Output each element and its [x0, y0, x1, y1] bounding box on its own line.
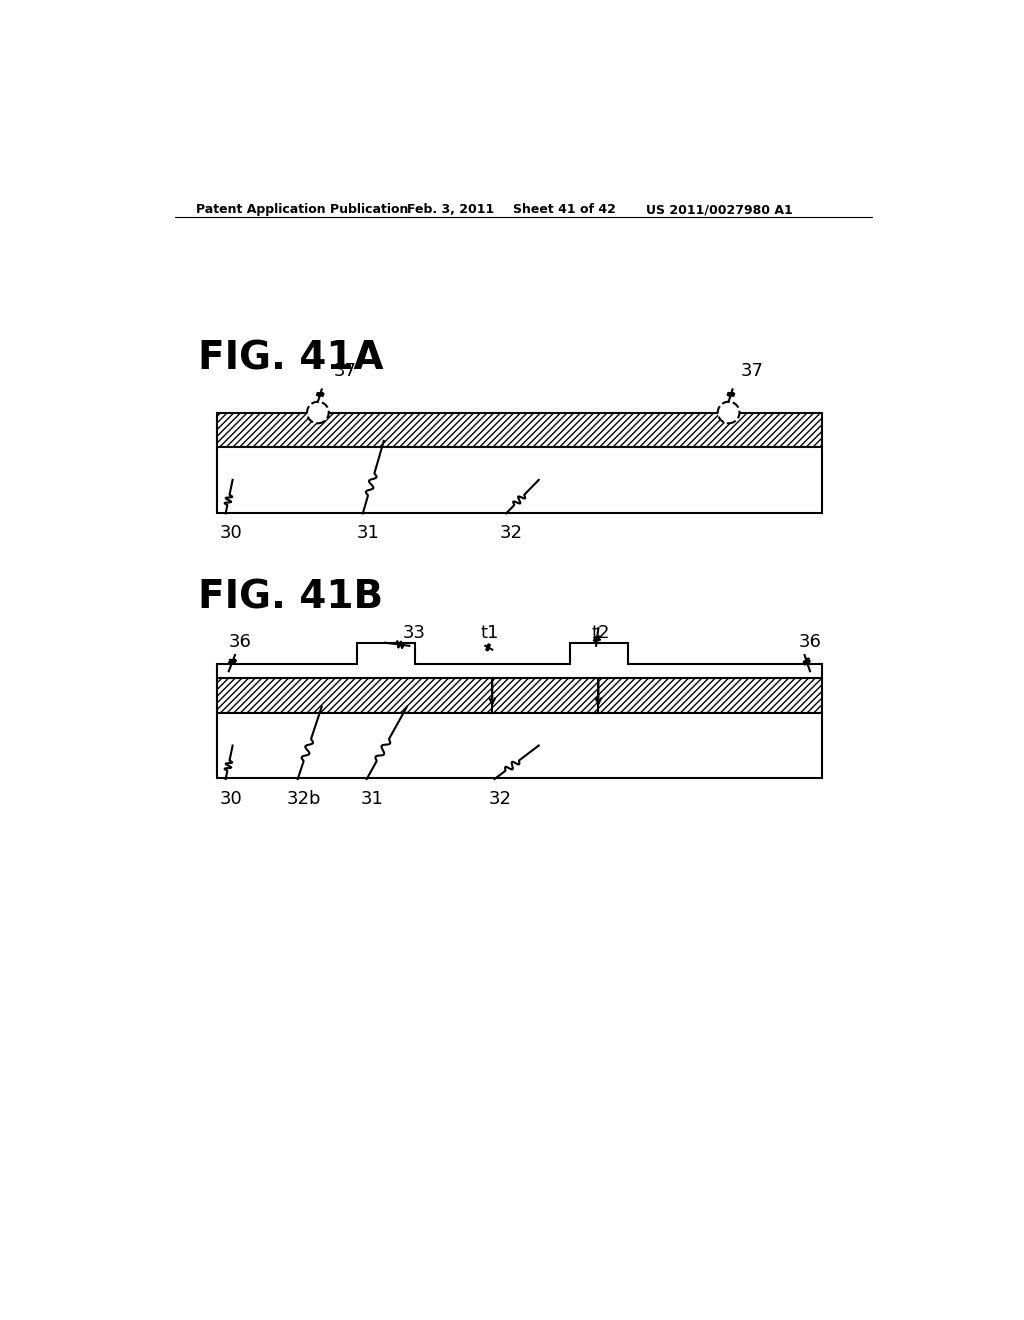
Text: 32: 32	[488, 789, 511, 808]
Text: 32: 32	[500, 524, 523, 543]
Text: 32b: 32b	[287, 789, 322, 808]
Circle shape	[307, 401, 329, 424]
Text: FIG. 41B: FIG. 41B	[198, 578, 383, 616]
Text: Patent Application Publication: Patent Application Publication	[197, 203, 409, 216]
Bar	[217, 413, 821, 447]
Text: 31: 31	[356, 524, 380, 543]
Text: 37: 37	[741, 362, 764, 380]
Circle shape	[718, 401, 739, 424]
Text: Feb. 3, 2011: Feb. 3, 2011	[407, 203, 495, 216]
Text: Sheet 41 of 42: Sheet 41 of 42	[513, 203, 616, 216]
Text: 37: 37	[334, 362, 356, 380]
Text: 31: 31	[360, 789, 383, 808]
Polygon shape	[217, 643, 821, 678]
Text: t2: t2	[592, 624, 610, 642]
Text: 36: 36	[799, 634, 821, 651]
Text: US 2011/0027980 A1: US 2011/0027980 A1	[646, 203, 793, 216]
Bar	[217, 678, 821, 713]
Bar	[217, 447, 821, 512]
Text: 33: 33	[403, 624, 426, 642]
Text: 30: 30	[219, 524, 243, 543]
Text: 36: 36	[228, 634, 252, 651]
Text: t1: t1	[480, 624, 499, 642]
Text: FIG. 41A: FIG. 41A	[198, 339, 383, 378]
Text: 30: 30	[219, 789, 243, 808]
Bar	[217, 713, 821, 779]
